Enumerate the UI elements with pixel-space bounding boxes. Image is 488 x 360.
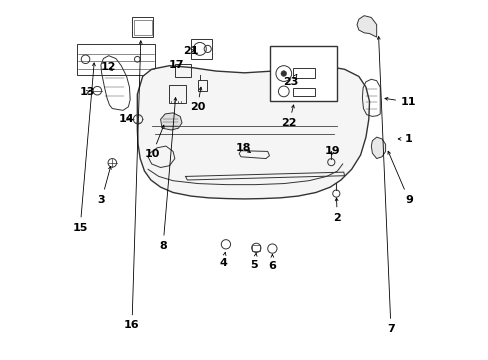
- Text: 12: 12: [100, 62, 116, 72]
- Bar: [190, 39, 212, 59]
- Polygon shape: [370, 137, 385, 158]
- Text: 19: 19: [324, 147, 339, 157]
- Text: 4: 4: [219, 252, 226, 268]
- Text: 7: 7: [377, 36, 394, 334]
- Polygon shape: [356, 16, 376, 37]
- Text: 10: 10: [144, 125, 164, 159]
- Text: 23: 23: [283, 74, 298, 87]
- Bar: [77, 44, 155, 75]
- Text: 6: 6: [268, 255, 276, 271]
- Text: 18: 18: [236, 143, 251, 153]
- Text: 1: 1: [397, 134, 412, 144]
- Text: 8: 8: [159, 98, 176, 251]
- Bar: [269, 46, 337, 102]
- Bar: [198, 80, 206, 91]
- Text: 3: 3: [98, 166, 111, 204]
- Text: 13: 13: [80, 87, 95, 97]
- Text: 21: 21: [183, 46, 198, 56]
- Bar: [293, 88, 314, 96]
- Polygon shape: [160, 113, 182, 130]
- Bar: [252, 245, 260, 251]
- Bar: [175, 64, 190, 77]
- PathPatch shape: [137, 66, 369, 199]
- Text: 14: 14: [119, 113, 134, 123]
- Text: 15: 15: [72, 63, 95, 233]
- Text: 9: 9: [387, 151, 412, 204]
- Bar: [134, 20, 151, 35]
- Circle shape: [281, 71, 286, 76]
- Bar: [293, 68, 314, 78]
- Text: 22: 22: [281, 105, 296, 128]
- Text: 11: 11: [384, 97, 416, 107]
- Bar: [132, 18, 153, 37]
- Bar: [169, 85, 185, 103]
- Text: 5: 5: [250, 253, 258, 270]
- Text: 20: 20: [189, 87, 204, 112]
- Text: 17: 17: [168, 60, 184, 70]
- Text: 2: 2: [333, 198, 341, 222]
- Text: 16: 16: [124, 41, 142, 330]
